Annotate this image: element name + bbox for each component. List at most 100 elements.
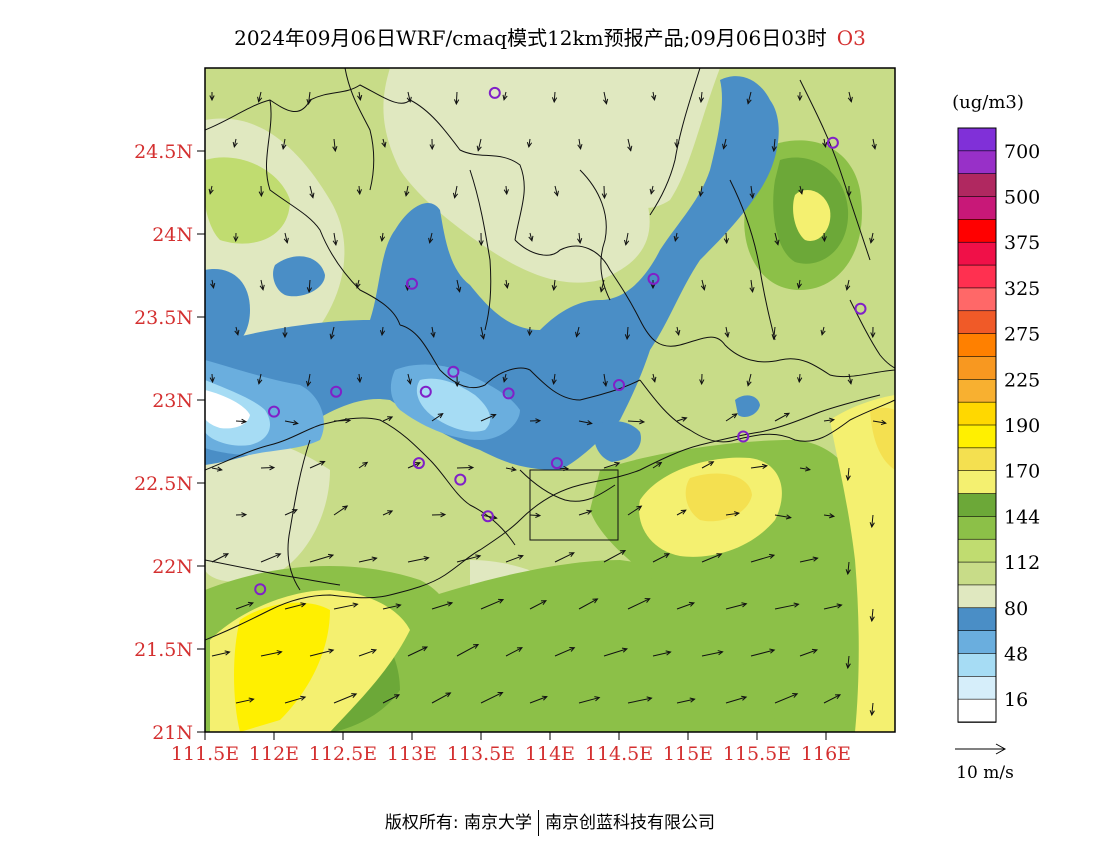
coastline: [205, 394, 881, 641]
wind-arrow-head: [845, 475, 851, 482]
wind-arrow: [725, 326, 729, 337]
wind-arrow-head: [577, 143, 583, 151]
wind-arrow-head: [352, 602, 359, 608]
wind-arrow: [528, 138, 531, 147]
wind-arrow-head: [797, 95, 803, 102]
wind-arrow: [211, 553, 229, 563]
lat-tick-label: 21N: [152, 722, 193, 744]
wind-arrow-head: [871, 143, 877, 150]
wind-arrow: [750, 465, 767, 469]
wind-arrow: [235, 698, 254, 704]
wind-arrow-head: [845, 663, 851, 670]
footer-left: 版权所有: 南京大学: [384, 813, 533, 833]
wind-arrow: [725, 413, 738, 422]
wind-arrow-head: [502, 376, 508, 383]
wind-arrow-head: [306, 287, 313, 294]
footer-right: 南京创蓝科技有限公司: [545, 813, 716, 833]
wind-arrow-head: [592, 598, 599, 604]
legend-swatch: [957, 196, 997, 221]
wind-arrow-head: [614, 461, 621, 467]
wind-arrow-head: [478, 240, 484, 247]
legend-label: 48: [1004, 643, 1028, 665]
legend-label: 500: [1004, 187, 1040, 209]
wind-arrow: [773, 326, 776, 339]
wind-arrow: [358, 461, 368, 469]
wind-arrow: [211, 279, 214, 288]
wind-arrow-head: [535, 512, 542, 518]
wind-arrow: [774, 412, 790, 422]
wind-arrow-head: [651, 376, 657, 383]
wind-arrow-head: [309, 192, 315, 199]
wind-arrow-head: [774, 239, 780, 246]
lat-tick-label: 23.5N: [134, 307, 193, 329]
wind-arrow-head: [636, 505, 643, 511]
wind-arrow: [676, 326, 680, 335]
wind-arrow: [529, 696, 548, 704]
wind-arrow-head: [829, 513, 836, 519]
wind-arrow: [431, 692, 451, 704]
legend-swatch: [957, 264, 997, 289]
station-marker: [419, 385, 432, 398]
wind-arrow: [674, 232, 678, 241]
wind-arrow: [626, 326, 629, 340]
station-marker: [412, 457, 425, 470]
species-label: O3: [836, 26, 866, 50]
wind-arrow-head: [468, 465, 475, 471]
legend-swatch: [957, 333, 997, 358]
lon-tick-label: 114.5E: [585, 743, 653, 765]
legend-swatch: [957, 401, 997, 426]
wind-arrow: [725, 232, 728, 244]
wind-arrow: [308, 279, 311, 293]
wind-arrow: [431, 602, 453, 610]
wind-arrow-head: [517, 554, 524, 560]
wind-arrow-head: [847, 96, 853, 103]
legend-swatch: [957, 676, 997, 700]
wind-arrow: [701, 279, 705, 290]
legend-label: 144: [1004, 506, 1040, 528]
wind-arrow-head: [646, 696, 653, 702]
wind-arrow-head: [811, 648, 819, 654]
wind-arrow: [750, 649, 775, 657]
wind-arrow: [553, 279, 556, 290]
wind-arrow-head: [209, 377, 215, 384]
wind-arrow: [554, 647, 575, 657]
lon-tick-label: 112E: [249, 743, 299, 765]
wind-arrow: [823, 604, 842, 610]
legend-swatch: [957, 516, 997, 541]
wind-arrow: [747, 91, 752, 104]
lat-tick-label: 22N: [152, 556, 193, 578]
wind-arrow: [823, 138, 827, 147]
wind-arrow: [235, 326, 239, 335]
wind-arrow: [603, 462, 620, 469]
wind-arrow: [358, 91, 361, 100]
wind-arrow: [382, 510, 393, 516]
wind-arrow-head: [357, 94, 363, 102]
wind-arrow: [676, 698, 695, 704]
lon-tick-label: 113E: [387, 743, 437, 765]
wind-arrow: [652, 462, 662, 469]
wind-arrow: [725, 512, 739, 516]
wind-arrow: [798, 279, 801, 288]
wind-arrow-head: [292, 420, 299, 426]
wind-arrow-head: [665, 650, 672, 656]
wind-arrow: [382, 416, 393, 422]
wind-arrow-head: [528, 235, 534, 242]
wind-arrow-head: [490, 413, 497, 419]
wind-arrow-head: [429, 144, 435, 151]
wind-arrow-head: [603, 98, 609, 105]
wind-arrow-head: [620, 549, 627, 555]
wind-arrow-head: [821, 236, 827, 243]
wind-arrow-head: [379, 330, 386, 337]
wind-arrow: [284, 420, 298, 425]
wind-arrow-head: [306, 380, 312, 387]
wind-arrow-head: [535, 418, 542, 424]
wind-arrow: [529, 514, 541, 517]
wind-arrow: [847, 655, 850, 668]
wind-arrow: [774, 693, 798, 704]
wind-arrow-head: [222, 553, 230, 559]
wind-arrow-head: [771, 334, 777, 341]
wind-arrow: [505, 185, 508, 195]
wind-arrow: [578, 697, 600, 704]
wind-arrow-head: [836, 603, 843, 609]
legend-swatch: [957, 310, 997, 335]
